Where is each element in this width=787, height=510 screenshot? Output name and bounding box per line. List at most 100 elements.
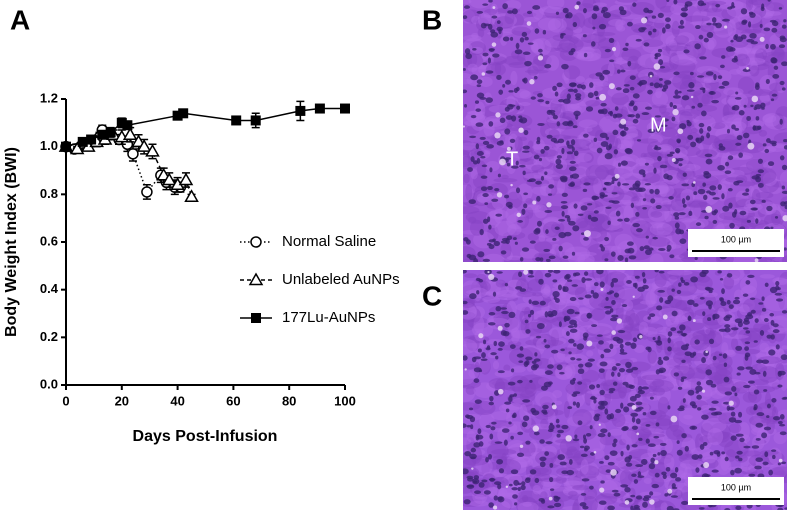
nucleus xyxy=(674,222,680,229)
nucleus xyxy=(770,43,776,50)
tissue-texture xyxy=(510,278,523,288)
tissue-texture xyxy=(643,314,660,323)
nucleus xyxy=(605,206,612,210)
tissue-texture xyxy=(523,306,531,321)
nucleus xyxy=(574,93,582,98)
nucleus xyxy=(556,364,563,371)
y-tick-label: 0.8 xyxy=(40,186,58,201)
nucleus xyxy=(671,116,676,122)
nucleus xyxy=(507,10,514,14)
nucleus xyxy=(591,13,598,20)
tissue-texture xyxy=(721,342,729,356)
tissue-texture xyxy=(542,218,562,225)
nucleus xyxy=(540,385,548,391)
nucleus xyxy=(537,93,543,98)
nucleus xyxy=(493,340,498,347)
nucleus xyxy=(504,283,509,287)
tissue-texture xyxy=(638,138,659,144)
x-tick-label: 0 xyxy=(62,393,69,408)
nucleus xyxy=(660,124,668,127)
vacuole xyxy=(526,21,532,26)
tissue-texture xyxy=(760,413,767,424)
nucleus xyxy=(645,235,649,239)
vacuole xyxy=(677,128,684,135)
tissue-texture xyxy=(619,14,644,20)
tissue-texture xyxy=(540,418,548,429)
nucleus xyxy=(522,170,526,176)
nucleus xyxy=(631,416,636,423)
nucleus xyxy=(569,379,576,385)
nucleus xyxy=(703,194,708,201)
nucleus xyxy=(484,202,489,206)
tissue-texture xyxy=(692,114,713,121)
tissue-texture xyxy=(530,63,540,79)
tissue-texture xyxy=(727,19,737,38)
nucleus xyxy=(763,27,771,32)
tissue-texture xyxy=(486,202,504,210)
nucleus xyxy=(543,248,551,252)
tissue-texture xyxy=(586,325,613,338)
tissue-texture xyxy=(518,146,530,163)
nucleus xyxy=(668,196,674,200)
tissue-texture xyxy=(590,448,605,460)
tissue-texture xyxy=(643,172,661,184)
nucleus xyxy=(548,476,554,483)
marker xyxy=(184,189,199,202)
tissue-texture xyxy=(778,360,787,366)
nucleus xyxy=(712,355,717,361)
nucleus xyxy=(505,115,513,120)
nucleus xyxy=(516,353,525,358)
tissue-texture xyxy=(577,495,585,505)
tissue-texture xyxy=(643,477,653,485)
tissue-texture xyxy=(651,279,672,292)
tissue-texture xyxy=(694,175,718,182)
tissue-texture xyxy=(584,127,593,133)
nucleus xyxy=(522,150,530,153)
tissue-texture xyxy=(647,204,670,222)
nucleus xyxy=(779,431,787,436)
nucleus xyxy=(511,8,518,15)
tissue-texture xyxy=(740,466,750,475)
nucleus xyxy=(527,275,535,278)
nucleus xyxy=(764,317,769,323)
nucleus xyxy=(609,59,615,63)
vacuole xyxy=(639,335,643,339)
tissue-texture xyxy=(638,157,647,167)
nucleus xyxy=(470,447,477,453)
tissue-texture xyxy=(758,129,768,137)
nucleus xyxy=(777,507,784,510)
nucleus xyxy=(776,298,784,302)
nucleus xyxy=(666,249,671,252)
nucleus xyxy=(505,238,510,245)
nucleus xyxy=(548,424,555,431)
tissue-texture xyxy=(678,109,702,116)
nucleus xyxy=(690,276,698,283)
nucleus xyxy=(766,415,770,419)
tissue-texture xyxy=(537,474,563,490)
tissue-texture xyxy=(501,402,523,411)
nucleus xyxy=(518,271,523,278)
nucleus xyxy=(764,148,770,154)
nucleus xyxy=(633,105,638,112)
nucleus xyxy=(468,199,476,205)
tissue-texture xyxy=(469,308,481,323)
tissue-texture xyxy=(669,44,694,63)
tissue-texture xyxy=(589,164,607,181)
nucleus xyxy=(480,175,488,179)
nucleus xyxy=(501,310,509,315)
nucleus xyxy=(561,424,569,430)
nucleus xyxy=(490,29,496,34)
nucleus xyxy=(483,490,491,495)
nucleus xyxy=(464,450,471,457)
nucleus xyxy=(517,431,524,436)
nucleus xyxy=(463,468,469,475)
tissue-texture xyxy=(561,135,580,143)
nucleus xyxy=(535,335,542,339)
nucleus xyxy=(495,213,503,217)
nucleus xyxy=(778,44,786,49)
nucleus xyxy=(582,188,588,193)
nucleus xyxy=(617,218,623,222)
tissue-texture xyxy=(562,505,587,510)
tissue-texture xyxy=(491,192,507,210)
